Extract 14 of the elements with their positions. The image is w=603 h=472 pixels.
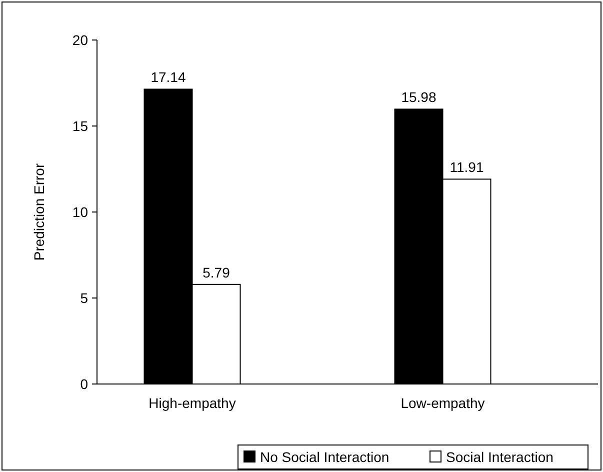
- data-label: 17.14: [150, 69, 186, 86]
- y-tick-label: 10: [72, 204, 88, 220]
- data-label: 5.79: [202, 264, 230, 280]
- data-label: 11.91: [450, 159, 484, 176]
- x-tick-label: High-empathy: [148, 395, 236, 411]
- y-tick-label: 20: [72, 32, 88, 48]
- y-tick-label: 5: [80, 290, 88, 306]
- legend-label: Social Interaction: [446, 448, 554, 465]
- y-axis-title: Prediction Error: [31, 163, 47, 261]
- data-label: 15.98: [401, 89, 436, 106]
- y-tick-label: 0: [80, 376, 88, 392]
- x-tick-label: Low-empathy: [400, 395, 485, 411]
- legend-label: No Social Interaction: [260, 448, 390, 465]
- y-tick-label: 15: [72, 118, 88, 134]
